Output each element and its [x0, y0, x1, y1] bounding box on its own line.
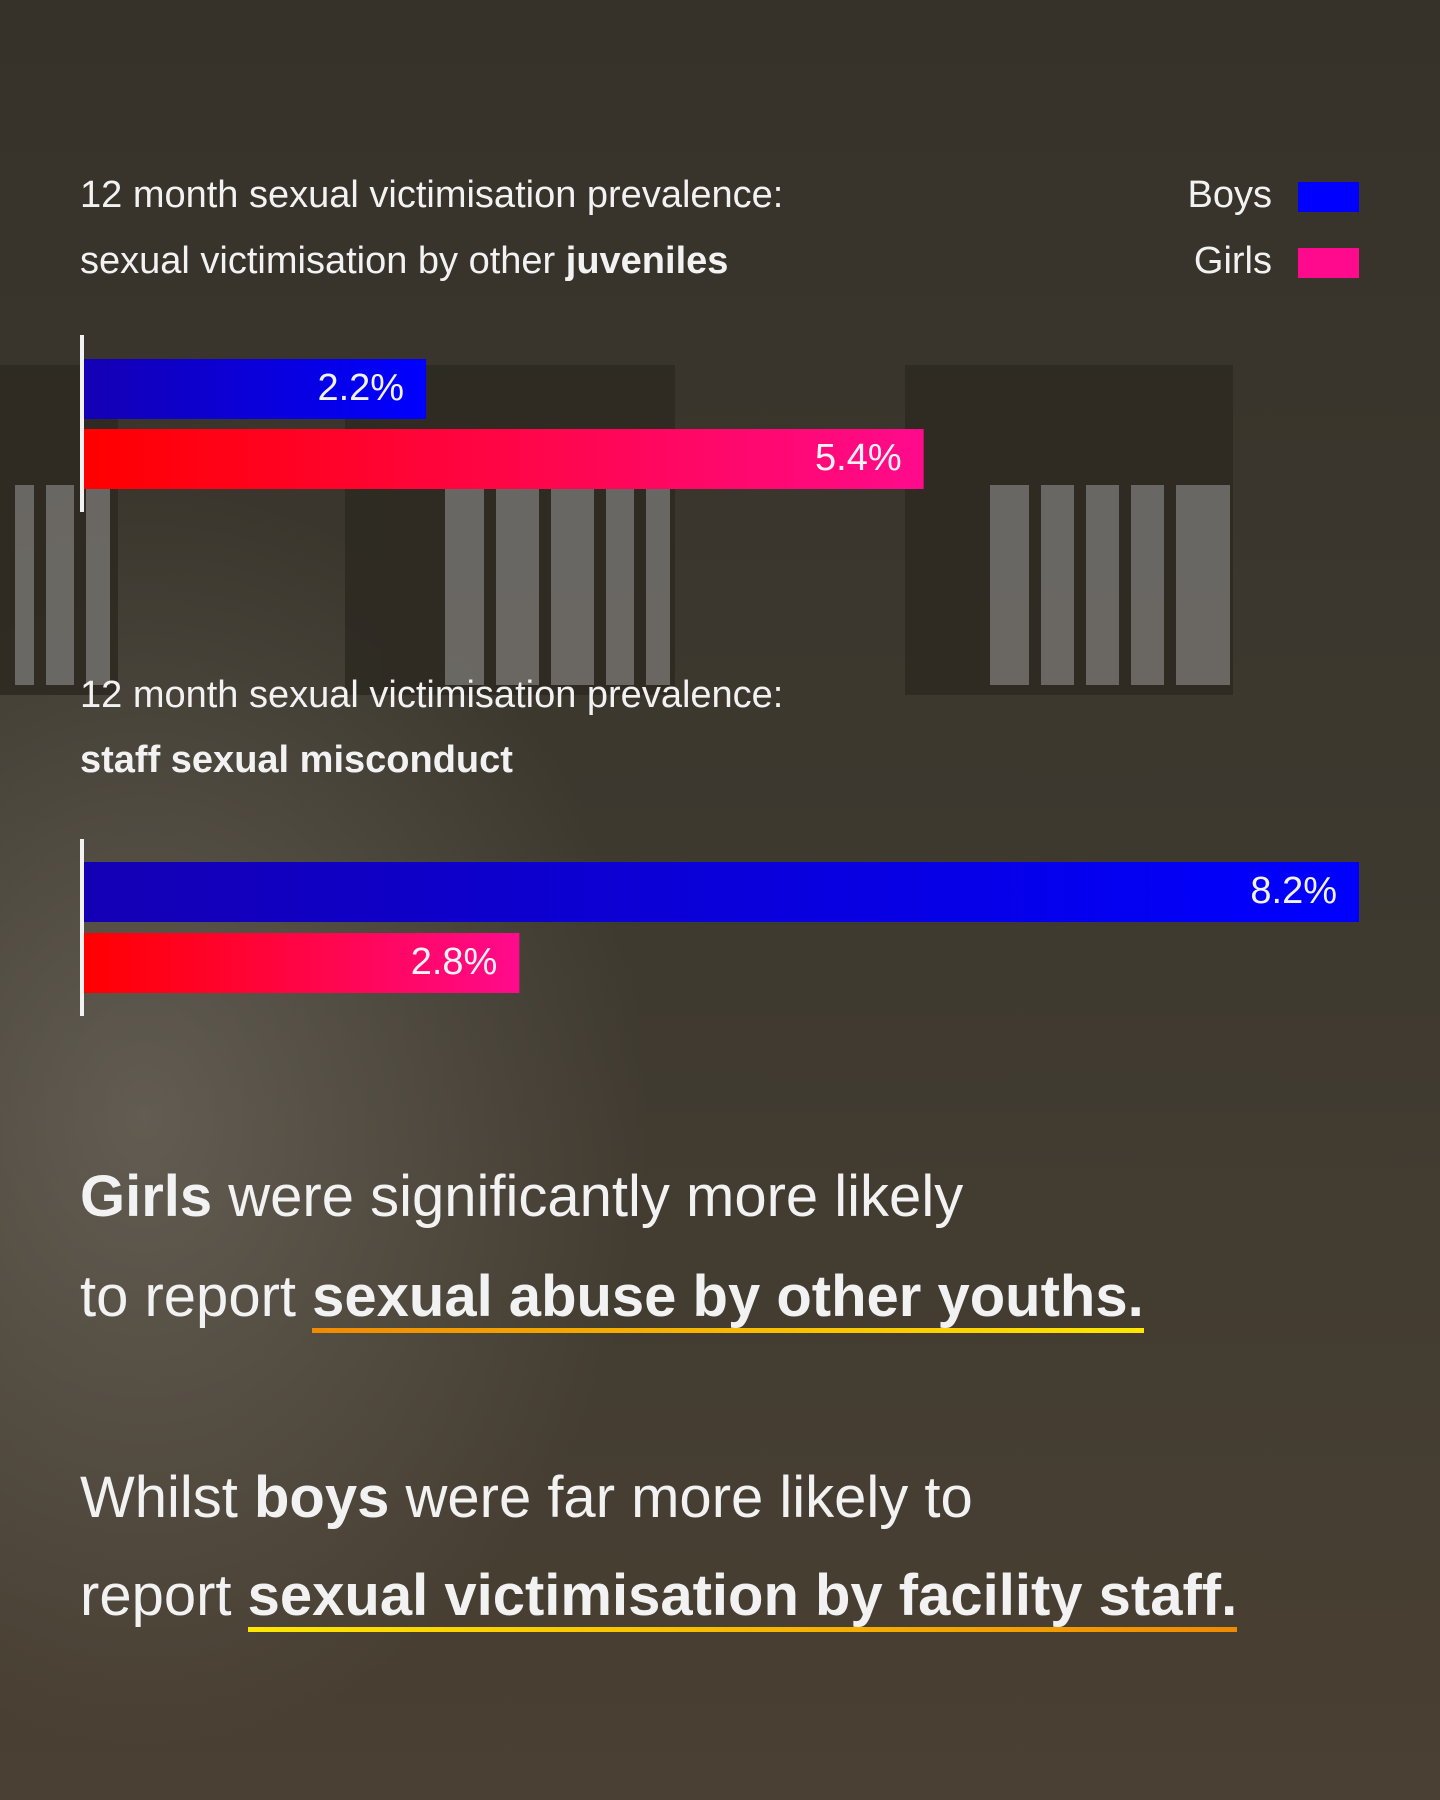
statement-text: Girls — [80, 1164, 213, 1229]
value-label: 2.8% — [411, 941, 498, 983]
bar — [84, 862, 1359, 922]
statement-text: Whilst — [80, 1465, 254, 1530]
chart-title: 12 month sexual victimisation prevalence… — [80, 174, 783, 216]
statement-text: were far more likely to — [389, 1465, 973, 1530]
subtitle-run: sexual victimisation by other — [80, 240, 566, 282]
bar — [84, 933, 520, 993]
legend-label: Girls — [1194, 240, 1272, 282]
bar — [84, 359, 427, 419]
subtitle-run: staff sexual misconduct — [80, 739, 513, 781]
legend-swatch — [1298, 182, 1359, 212]
chart-title: 12 month sexual victimisation prevalence… — [80, 674, 783, 716]
value-label: 5.4% — [815, 437, 902, 479]
legend-label: Boys — [1188, 174, 1272, 216]
highlighted-text: sexual victimisation by facility staff. — [247, 1563, 1238, 1632]
value-label: 2.2% — [317, 367, 404, 409]
statement-line: to report sexual abuse by other youths. — [80, 1262, 1144, 1333]
windows — [0, 365, 1233, 695]
value-label: 8.2% — [1250, 870, 1337, 912]
statement-text: boys — [254, 1465, 390, 1530]
statement-line: Girls were significantly more likely — [80, 1162, 963, 1232]
chart-subtitle: sexual victimisation by other juveniles — [80, 240, 728, 282]
statement-text: to report — [80, 1264, 313, 1329]
chart-subtitle: staff sexual misconduct — [80, 739, 513, 781]
statement-text: report — [80, 1563, 248, 1628]
statement-line: report sexual victimisation by facility … — [80, 1561, 1238, 1632]
highlighted-text: sexual abuse by other youths. — [312, 1264, 1144, 1333]
subtitle-run: juveniles — [565, 240, 729, 282]
legend-swatch — [1298, 248, 1359, 278]
bar — [84, 429, 924, 489]
statement-text: were significantly more likely — [212, 1164, 964, 1229]
statement-line: Whilst boys were far more likely to — [80, 1463, 973, 1533]
